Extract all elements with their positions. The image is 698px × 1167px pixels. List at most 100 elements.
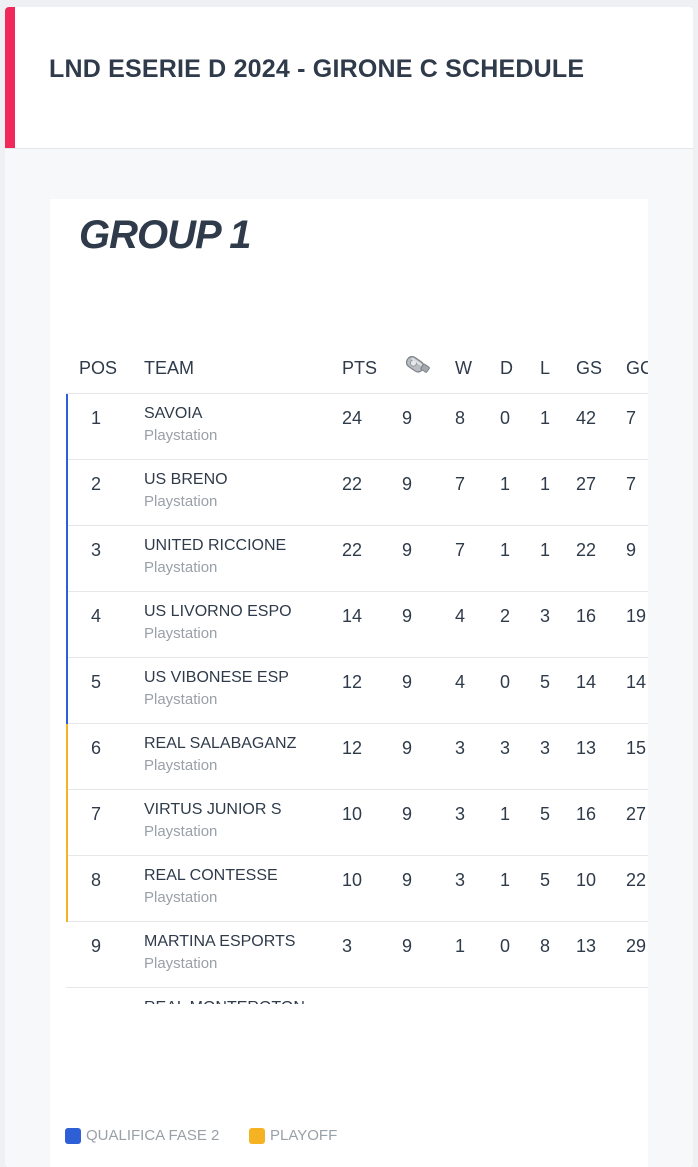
col-l-header: L: [540, 358, 551, 378]
l-cell: 3: [540, 606, 551, 626]
table-row[interactable]: 7 VIRTUS JUNIOR S Playstation 10 9 3 1 5 16 27: [66, 790, 648, 856]
team-name[interactable]: US BRENO: [144, 471, 228, 488]
team-name[interactable]: VIRTUS JUNIOR S: [144, 801, 282, 818]
position-cell: 7: [91, 804, 102, 824]
pts-cell: 12: [342, 672, 363, 692]
d-cell: 1: [500, 870, 511, 890]
table-row[interactable]: 3 UNITED RICCIONE Playstation 22 9 7 1 1 22 9: [66, 526, 648, 592]
team-platform: Playstation: [144, 955, 218, 972]
gs-cell: 10: [576, 870, 597, 890]
position-cell: 1: [91, 408, 102, 428]
w-cell: 3: [455, 870, 466, 890]
gc-cell: 22: [626, 870, 647, 890]
gc-cell: 14: [626, 672, 647, 692]
zone-indicator-bar: [66, 394, 68, 460]
table-row[interactable]: 8 REAL CONTESSE Playstation 10 9 3 1 5 10 22: [66, 856, 648, 922]
page-title: LND ESERIE D 2024 - GIRONE C SCHEDULE: [49, 55, 585, 83]
l-cell: 1: [540, 408, 551, 428]
position-cell: 4: [91, 606, 102, 626]
table-row[interactable]: 2 US BRENO Playstation 22 9 7 1 1 27 7: [66, 460, 648, 526]
gc-cell: 27: [626, 804, 647, 824]
d-cell: 1: [500, 804, 511, 824]
team-name[interactable]: REAL SALABAGANZ: [144, 735, 297, 752]
zone-indicator-bar: [66, 658, 68, 724]
w-cell: 3: [455, 804, 466, 824]
position-cell: 6: [91, 738, 102, 758]
table-row[interactable]: 5 US VIBONESE ESP Playstation 12 9 4 0 5 14 14: [66, 658, 648, 724]
zone-indicator-bar: [66, 724, 68, 790]
gs-cell: 14: [576, 672, 597, 692]
col-gc-header: GC: [626, 358, 648, 378]
team-platform: Playstation: [144, 757, 218, 774]
position-cell: 3: [91, 540, 102, 560]
w-cell: 4: [455, 606, 466, 626]
d-cell: 1: [500, 540, 511, 560]
zone-indicator-bar: [66, 460, 68, 526]
l-cell: 5: [540, 672, 551, 692]
team-name[interactable]: MARTINA ESPORTS: [144, 933, 296, 950]
position-cell: 2: [91, 474, 102, 494]
gc-cell: 9: [626, 540, 637, 560]
team-platform: Playstation: [144, 493, 218, 510]
pts-cell: 24: [342, 408, 363, 428]
gc-cell: 31: [626, 1002, 646, 1004]
l-cell: 8: [540, 936, 551, 956]
gs-cell: 7: [576, 1002, 586, 1004]
l-cell: 5: [540, 870, 551, 890]
header-accent-bar: [5, 7, 15, 148]
team-platform: Playstation: [144, 625, 218, 642]
table-row[interactable]: 4 US LIVORNO ESPO Playstation 14 9 4 2 3 16 19: [66, 592, 648, 658]
d-cell: 0: [500, 408, 511, 428]
played-cell: 9: [402, 936, 413, 956]
played-cell: 9: [402, 474, 413, 494]
played-cell: 9: [402, 408, 413, 428]
position-cell: 9: [91, 936, 102, 956]
standings-table[interactable]: POS TEAM PTS W: [66, 344, 648, 1004]
position-cell: 8: [91, 870, 102, 890]
team-name[interactable]: SAVOIA: [144, 405, 203, 422]
team-name[interactable]: REAL MONTEROTON: [144, 999, 305, 1004]
pts-cell: 1: [342, 1002, 352, 1004]
standings-page: LND ESERIE D 2024 - GIRONE C SCHEDULE GR…: [5, 7, 693, 1167]
w-cell: 4: [455, 672, 466, 692]
group-title: GROUP 1: [79, 213, 252, 257]
legend-label: QUALIFICA FASE 2: [86, 1127, 220, 1144]
pts-cell: 10: [342, 870, 363, 890]
d-cell: 0: [500, 936, 511, 956]
played-cell: 9: [402, 606, 413, 626]
position-cell: 10: [88, 1002, 108, 1004]
table-row[interactable]: 10REAL MONTEROTONPlaystation19018731: [66, 988, 648, 1004]
played-cell: 9: [402, 672, 413, 692]
d-cell: 1: [500, 474, 511, 494]
gs-cell: 27: [576, 474, 597, 494]
team-platform: Playstation: [144, 889, 218, 906]
played-cell: 9: [402, 738, 413, 758]
table-row[interactable]: 9 MARTINA ESPORTS Playstation 3 9 1 0 8 13 29: [66, 922, 648, 988]
gc-cell: 15: [626, 738, 647, 758]
pts-cell: 10: [342, 804, 363, 824]
gs-cell: 42: [576, 408, 597, 428]
col-d-header: D: [500, 358, 513, 378]
d-cell: 1: [500, 1002, 510, 1004]
gc-cell: 7: [626, 408, 637, 428]
table-row[interactable]: 1 SAVOIA Playstation 24 9 8 0 1 42 7: [66, 394, 648, 460]
l-cell: 3: [540, 738, 551, 758]
team-name[interactable]: UNITED RICCIONE: [144, 537, 287, 554]
table-header: POS TEAM PTS W: [66, 344, 648, 394]
gc-cell: 19: [626, 606, 647, 626]
gs-cell: 22: [576, 540, 597, 560]
legend-swatch-playoff: [249, 1128, 265, 1144]
gc-cell: 29: [626, 936, 647, 956]
played-cell: 9: [402, 804, 413, 824]
page-header: LND ESERIE D 2024 - GIRONE C SCHEDULE: [5, 7, 693, 149]
team-name[interactable]: US LIVORNO ESPO: [144, 603, 292, 620]
gs-cell: 16: [576, 606, 597, 626]
team-name[interactable]: US VIBONESE ESP: [144, 669, 289, 686]
gc-cell: 7: [626, 474, 637, 494]
team-platform: Playstation: [144, 691, 218, 708]
pts-cell: 22: [342, 540, 363, 560]
zone-indicator-bar: [66, 856, 68, 922]
table-row[interactable]: 6 REAL SALABAGANZ Playstation 12 9 3 3 3 13 15: [66, 724, 648, 790]
team-name[interactable]: REAL CONTESSE: [144, 867, 278, 884]
content-area: GROUP 1 POS TEAM PTS: [5, 149, 693, 1167]
